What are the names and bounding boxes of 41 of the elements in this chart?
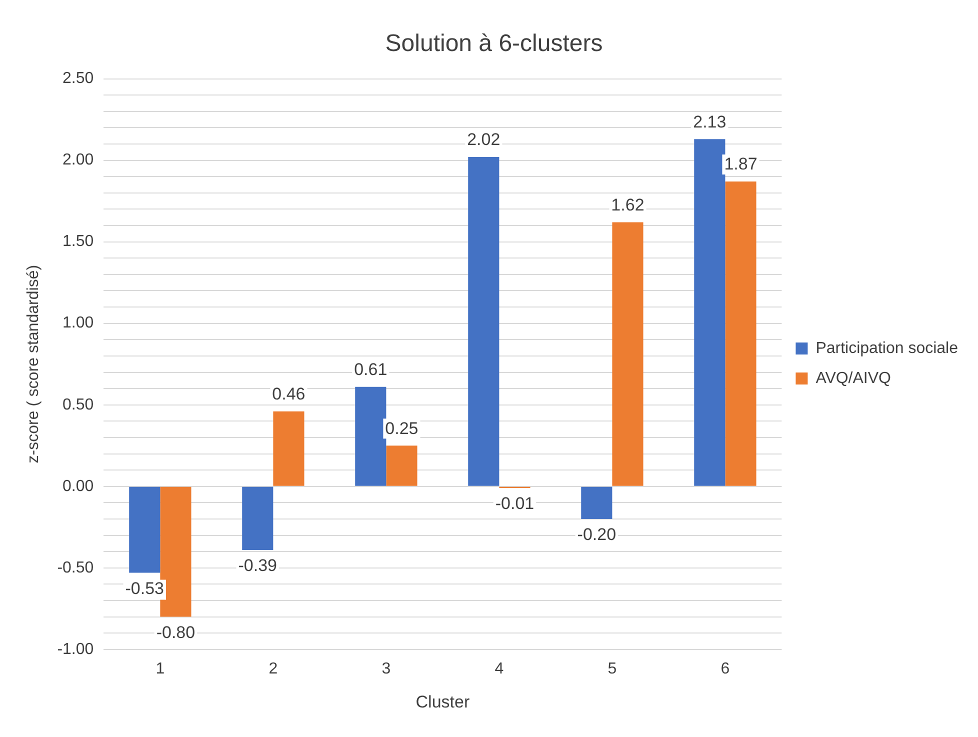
y-tick-label: -0.50 xyxy=(57,559,94,576)
x-tick-label: 3 xyxy=(382,660,391,678)
bar xyxy=(468,157,500,486)
bar xyxy=(242,486,274,550)
x-tick-label: 4 xyxy=(494,660,504,678)
bar xyxy=(581,486,612,519)
y-tick-label: 2.00 xyxy=(62,152,94,169)
x-tick-label: 5 xyxy=(608,660,617,678)
bar xyxy=(612,222,644,486)
data-label: -0.39 xyxy=(238,556,278,576)
x-tick-label: 2 xyxy=(268,660,278,678)
bar xyxy=(386,446,418,486)
y-tick-label: 1.00 xyxy=(62,314,94,332)
y-tick-label: 0.00 xyxy=(62,478,94,495)
x-tick-label: 6 xyxy=(720,660,730,678)
data-label: -0.80 xyxy=(156,622,196,642)
bar xyxy=(129,486,160,573)
data-label: 0.61 xyxy=(354,360,388,380)
data-label: 0.25 xyxy=(385,418,418,438)
data-label: -0.53 xyxy=(125,578,164,598)
bar xyxy=(273,411,304,486)
legend-label: AVQ/AIVQ xyxy=(816,370,891,387)
y-tick-label: 1.50 xyxy=(62,233,94,250)
bar xyxy=(694,139,726,486)
legend-label: Participation sociale xyxy=(816,340,958,357)
data-label: 1.87 xyxy=(724,154,758,174)
x-tick-label: 1 xyxy=(156,660,165,678)
data-label: -0.20 xyxy=(577,525,616,544)
data-label: 0.46 xyxy=(272,384,306,404)
y-tick-label: 2.50 xyxy=(62,70,94,88)
x-axis-title: Cluster xyxy=(416,692,470,712)
y-tick-label: -1.00 xyxy=(57,640,94,658)
data-label: -0.01 xyxy=(495,494,534,514)
data-label: 2.02 xyxy=(467,130,500,150)
y-axis-title: z-score ( score standardisé) xyxy=(25,264,42,464)
chart-title: Solution à 6-clusters xyxy=(385,30,603,58)
data-label: 2.13 xyxy=(693,112,726,132)
bar xyxy=(355,386,386,486)
y-tick-label: 0.50 xyxy=(62,396,94,414)
bar xyxy=(725,182,756,486)
data-label: 1.62 xyxy=(611,195,644,214)
